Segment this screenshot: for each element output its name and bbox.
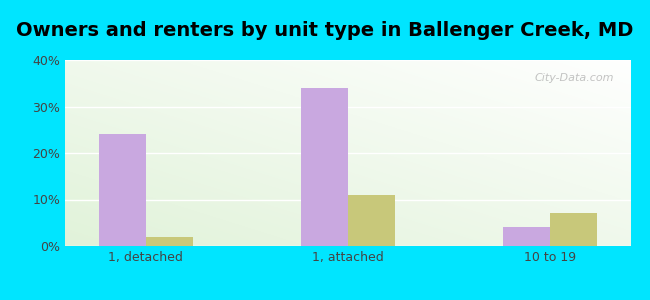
Bar <box>550 214 597 246</box>
Bar <box>348 195 395 246</box>
Bar <box>99 134 146 246</box>
Bar <box>146 237 193 246</box>
Text: City-Data.com: City-Data.com <box>534 73 614 83</box>
Bar <box>502 227 550 246</box>
Text: Owners and renters by unit type in Ballenger Creek, MD: Owners and renters by unit type in Balle… <box>16 21 634 40</box>
Bar <box>301 88 348 246</box>
